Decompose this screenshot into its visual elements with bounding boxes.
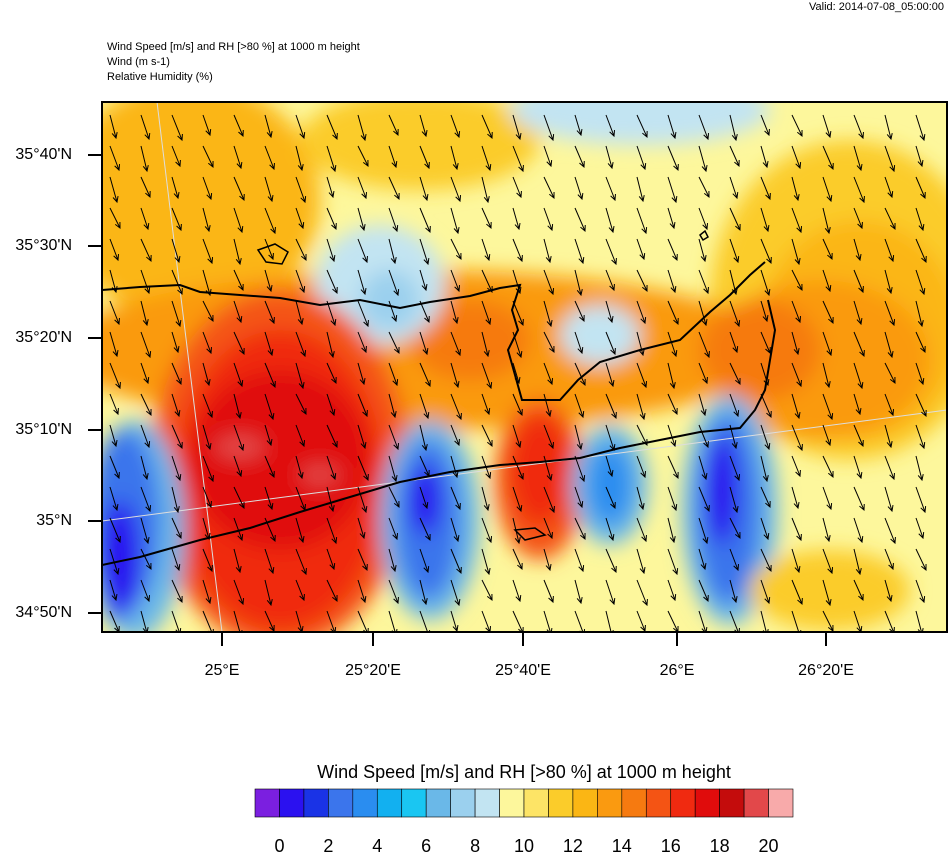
colorbar-label: 12	[563, 836, 583, 854]
colorbar-label: 20	[759, 836, 779, 854]
field-blob	[360, 270, 420, 330]
island	[256, 229, 709, 541]
colorbar-label: 16	[661, 836, 681, 854]
field-blob	[706, 435, 738, 545]
field-blob	[410, 300, 530, 380]
lat-label: 35°10'N	[15, 421, 72, 438]
colorbar-box	[768, 788, 794, 818]
colorbar-label: 2	[323, 836, 333, 854]
colorbar-box	[597, 788, 623, 818]
axis-ticks: 35°40'N 35°30'N 35°20'N 35°10'N 35°N 34°50'N 2…	[15, 146, 853, 679]
colorbar-box	[645, 788, 672, 818]
field-blob	[102, 102, 320, 320]
colorbar-box	[474, 788, 500, 818]
lat-label: 35°30'N	[15, 237, 72, 254]
colorbar-box	[328, 788, 354, 818]
colorbar-label: 8	[470, 836, 480, 854]
colorbar-box	[694, 788, 720, 818]
colorbar-box	[352, 788, 378, 818]
title-line: Wind (m s-1)	[107, 56, 170, 68]
field-blob	[510, 102, 770, 145]
lon-label: 25°40'E	[495, 662, 551, 679]
colorbar-box	[279, 788, 305, 818]
lat-label: 35°20'N	[15, 329, 72, 346]
lat-label: 35°40'N	[15, 146, 72, 163]
colorbar-label: 10	[514, 836, 534, 854]
colorbar-box	[548, 788, 574, 818]
lon-label: 26°20'E	[798, 662, 854, 679]
lon-label: 26°E	[660, 662, 695, 679]
wind-vectors	[109, 114, 927, 632]
title-line: Relative Humidity (%)	[107, 71, 213, 83]
field-blob	[510, 415, 570, 525]
field-blob	[588, 445, 632, 525]
coastline	[102, 299, 777, 566]
colorbar-label: 14	[612, 836, 632, 854]
lat-label: 35°N	[36, 512, 72, 529]
graticule	[102, 409, 947, 522]
colorbar-box	[254, 788, 280, 818]
field-blob	[700, 300, 820, 400]
colorbar-box	[425, 788, 451, 818]
valid-time: Valid: 2014-07-08_05:00:00	[809, 1, 944, 13]
colorbar-box	[450, 788, 476, 818]
colorbar-label: 6	[421, 836, 431, 854]
colorbar-box	[670, 788, 696, 818]
field-blob	[750, 550, 910, 630]
field-blob	[102, 500, 140, 620]
field-blob	[190, 370, 370, 550]
colorbar-box	[376, 788, 403, 818]
lon-label: 25°20'E	[345, 662, 401, 679]
map-frame	[101, 101, 948, 633]
graticule	[156, 102, 223, 632]
field-blob	[560, 305, 640, 365]
field-blob	[300, 102, 540, 190]
lon-label: 25°E	[205, 662, 240, 679]
lat-label: 34°50'N	[15, 604, 72, 621]
colorbar-box	[743, 788, 769, 818]
colorbar-label: 0	[274, 836, 284, 854]
colorbar-box	[719, 788, 745, 818]
colorbar-box	[621, 788, 647, 818]
colorbar-box	[523, 788, 549, 818]
colorbar-title: Wind Speed [m/s] and RH [>80 %] at 1000 …	[317, 762, 731, 782]
colorbar-box	[401, 788, 427, 818]
field-blob	[409, 465, 441, 535]
colorbar-label: 4	[372, 836, 382, 854]
colorbar: Wind Speed [m/s] and RH [>80 %] at 1000 …	[254, 762, 794, 856]
coastline	[102, 261, 766, 401]
colorbar-box	[303, 788, 329, 818]
field-blob	[300, 465, 340, 485]
colorbar-box	[499, 788, 525, 818]
colorbar-label: 18	[710, 836, 730, 854]
map-overlay	[102, 102, 947, 632]
title-line: Wind Speed [m/s] and RH [>80 %] at 1000 …	[107, 41, 360, 53]
colorbar-box	[572, 788, 598, 818]
map-field	[102, 102, 947, 632]
